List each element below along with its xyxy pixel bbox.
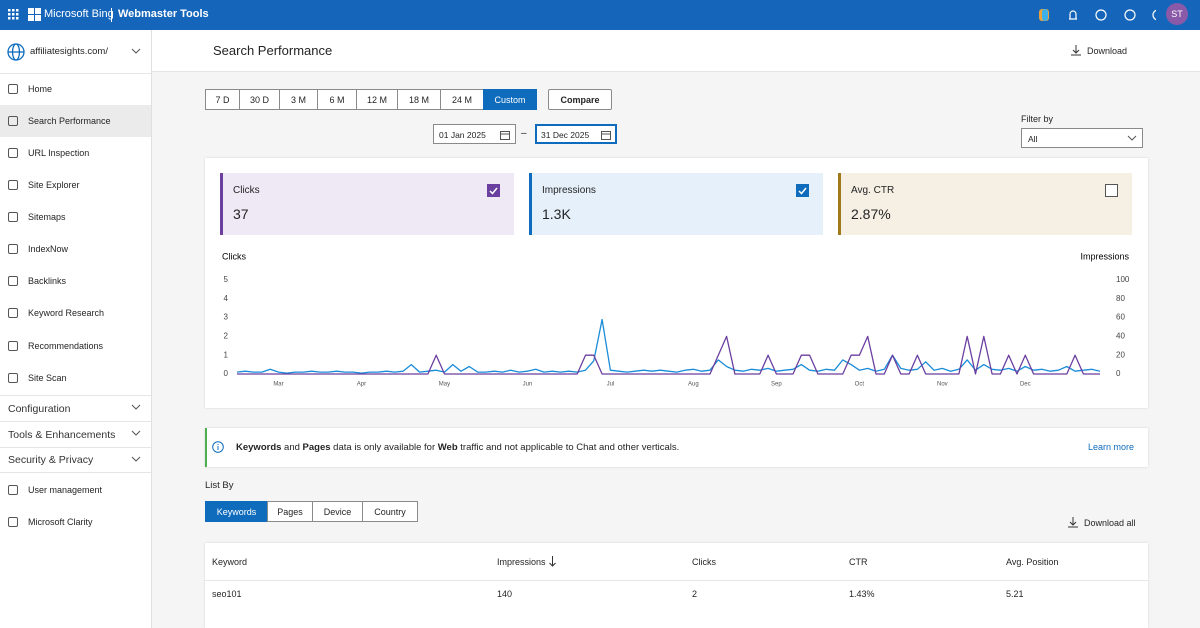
y2-tick-label: 20 [1116, 350, 1125, 359]
nav-item[interactable]: Search Performance [0, 105, 151, 137]
x-tick-label: Aug [688, 382, 699, 388]
series-line [237, 320, 1100, 374]
nav-item[interactable]: Microsoft Clarity [0, 506, 151, 538]
table-cell: 140 [497, 589, 512, 599]
x-tick-label: Jul [607, 382, 615, 388]
x-tick-label: Jun [523, 382, 533, 388]
table-cell: 2 [692, 589, 697, 599]
nav-item[interactable]: Site Explorer [0, 169, 151, 201]
download-button[interactable]: Download [1087, 46, 1127, 56]
nav-item[interactable]: Keyword Research [0, 297, 151, 329]
y-tick-label: 4 [224, 294, 229, 303]
list-tab[interactable]: Country [362, 501, 418, 522]
column-header[interactable]: Clicks [692, 557, 716, 567]
y2-axis-label: Impressions [1080, 251, 1129, 261]
column-header[interactable]: CTR [849, 557, 868, 567]
learn-more-link[interactable]: Learn more [1088, 442, 1134, 452]
list-tab[interactable]: Device [312, 501, 363, 522]
site-selector[interactable]: affiliatesights.com/ [30, 46, 108, 57]
chart: Clicks Impressions 0 1 2 3 4 5 0 20 40 60 80 100 Mar… [205, 240, 1148, 400]
range-button[interactable]: 3 M [279, 89, 318, 110]
x-tick-label: Mar [273, 382, 283, 388]
nav-section[interactable]: Security & Privacy [0, 447, 151, 473]
range-button[interactable]: 24 M [440, 89, 484, 110]
y-tick-label: 0 [224, 369, 229, 378]
nav-item[interactable]: Site Scan [0, 362, 151, 394]
filter-select[interactable]: All [1021, 128, 1143, 148]
x-tick-label: Nov [937, 382, 948, 388]
y2-tick-label: 40 [1116, 332, 1125, 341]
x-tick-label: Sep [771, 382, 782, 388]
nav-item[interactable]: IndexNow [0, 233, 151, 265]
compare-button[interactable]: Compare [548, 89, 612, 110]
y2-tick-label: 0 [1116, 369, 1121, 378]
list-by-label: List By [205, 480, 234, 491]
nav-section[interactable]: Configuration [0, 395, 151, 421]
ms-logo [28, 8, 41, 21]
nav-section[interactable]: Tools & Enhancements [0, 421, 151, 447]
banner-text: Keywords and Pages data is only availabl… [236, 442, 679, 453]
app-launcher[interactable] [8, 9, 19, 20]
metric-card[interactable]: Avg. CTR2.87% [838, 173, 1132, 235]
range-button[interactable]: 30 D [239, 89, 280, 110]
nav-item[interactable]: Recommendations [0, 330, 151, 362]
range-button[interactable]: 7 D [205, 89, 240, 110]
y2-tick-label: 100 [1116, 275, 1130, 284]
list-tab[interactable]: Pages [267, 501, 313, 522]
y-tick-label: 1 [224, 350, 229, 359]
y-tick-label: 5 [224, 275, 229, 284]
range-button[interactable]: Custom [483, 89, 537, 110]
filter-label: Filter by [1021, 114, 1053, 124]
nav-item[interactable]: User management [0, 474, 151, 506]
date-separator: – [521, 128, 527, 139]
metric-card[interactable]: Clicks37 [220, 173, 514, 235]
globe-icon [7, 43, 25, 61]
x-tick-label: May [439, 382, 450, 388]
range-button[interactable]: 12 M [356, 89, 398, 110]
table-cell: 1.43% [849, 589, 875, 599]
date-to[interactable]: 31 Dec 2025 [535, 124, 617, 144]
date-from[interactable]: 01 Jan 2025 [433, 124, 516, 144]
x-tick-label: Oct [855, 382, 865, 388]
metric-card[interactable]: Impressions1.3K [529, 173, 823, 235]
nav-item[interactable]: URL Inspection [0, 137, 151, 169]
series-line [237, 336, 1100, 374]
x-tick-label: Dec [1020, 382, 1031, 388]
download-all-button[interactable]: Download all [1084, 518, 1136, 528]
brand: Microsoft Bing [44, 8, 114, 20]
nav-item[interactable]: Home [0, 73, 151, 105]
column-header[interactable]: Impressions [497, 557, 546, 567]
table-cell: seo101 [212, 589, 242, 599]
range-button[interactable]: 6 M [317, 89, 357, 110]
avatar[interactable]: ST [1166, 3, 1188, 25]
y2-tick-label: 80 [1116, 294, 1125, 303]
y-tick-label: 3 [224, 313, 229, 322]
x-tick-label: Apr [357, 382, 366, 388]
range-button[interactable]: 18 M [397, 89, 441, 110]
y-tick-label: 2 [224, 332, 229, 341]
y2-tick-label: 60 [1116, 313, 1125, 322]
nav-item[interactable]: Backlinks [0, 265, 151, 297]
column-header[interactable]: Avg. Position [1006, 557, 1058, 567]
list-tab[interactable]: Keywords [205, 501, 268, 522]
page-title: Search Performance [213, 43, 332, 58]
nav-item[interactable]: Sitemaps [0, 201, 151, 233]
keywords-table [205, 543, 1148, 628]
y-axis-label: Clicks [222, 251, 246, 261]
column-header[interactable]: Keyword [212, 557, 247, 567]
sidebar: affiliatesights.com/ Home Search Perform… [0, 30, 152, 628]
product: Webmaster Tools [118, 8, 209, 20]
top-icons [1036, 7, 1156, 23]
table-cell: 5.21 [1006, 589, 1024, 599]
top-bar: Microsoft Bing Webmaster Tools ST [0, 0, 1200, 30]
